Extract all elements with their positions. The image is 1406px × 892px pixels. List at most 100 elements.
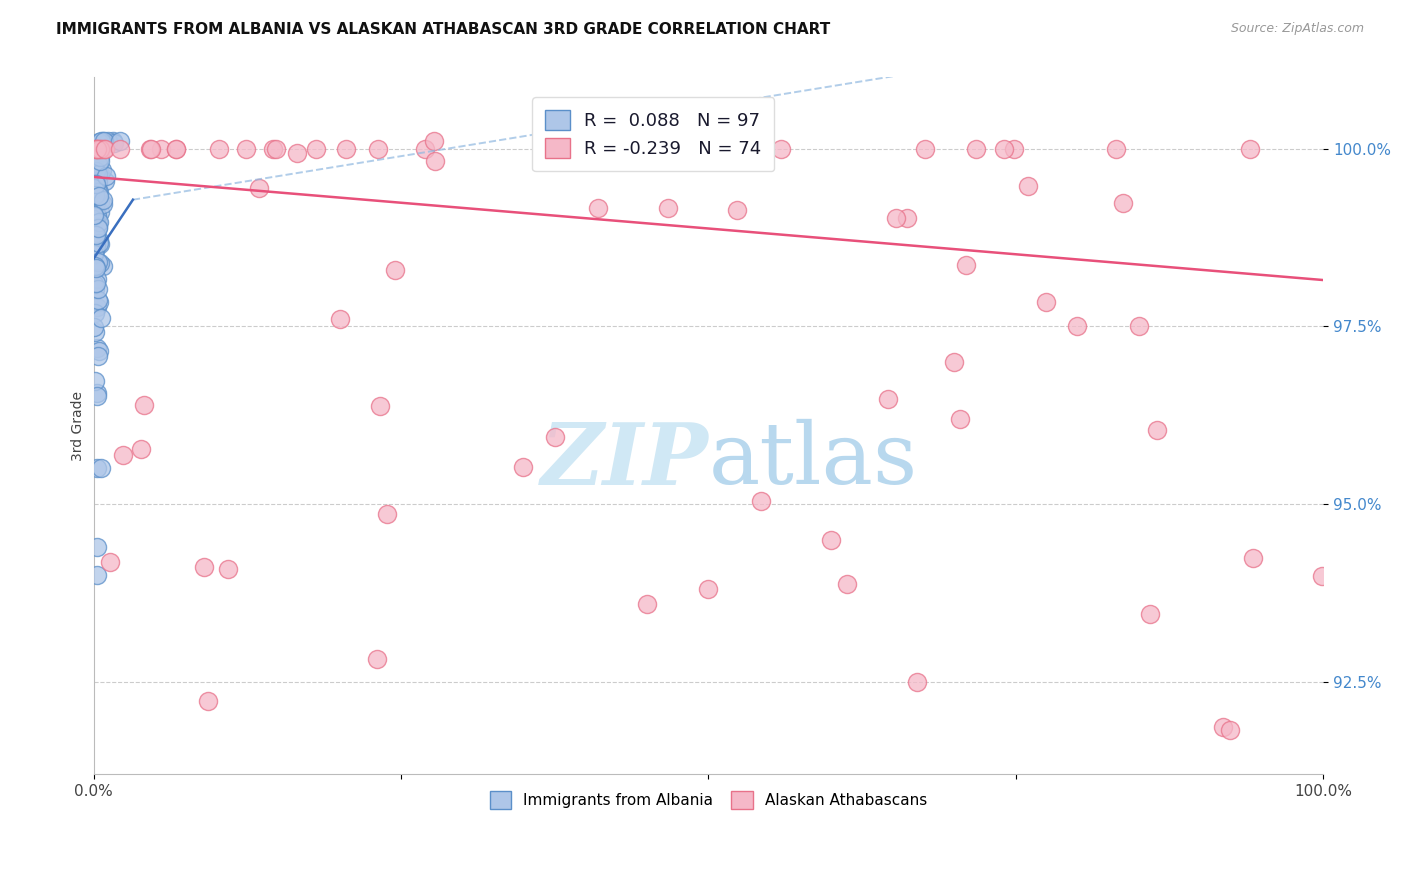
Point <box>83 247 105 261</box>
Point <box>512 459 534 474</box>
Point <box>139 142 162 156</box>
Point <box>1139 607 1161 621</box>
Point <box>89 167 111 181</box>
Point <box>820 533 842 547</box>
Point <box>87 141 110 155</box>
Point <box>423 135 446 149</box>
Point <box>1212 720 1234 734</box>
Point <box>83 227 105 241</box>
Point <box>949 412 972 426</box>
Point <box>876 392 898 406</box>
Point <box>83 177 105 191</box>
Point <box>366 651 388 665</box>
Point <box>835 577 858 591</box>
Point <box>83 210 105 224</box>
Point <box>84 374 107 388</box>
Point <box>943 355 966 369</box>
Point <box>1239 142 1261 156</box>
Point <box>375 507 398 521</box>
Point <box>544 430 567 444</box>
Point <box>83 239 105 253</box>
Point <box>93 135 115 149</box>
Point <box>83 320 105 334</box>
Point <box>84 229 107 244</box>
Point <box>87 156 110 170</box>
Point <box>87 185 110 199</box>
Text: ZIP: ZIP <box>540 419 709 502</box>
Point <box>965 142 987 156</box>
Point <box>907 674 929 689</box>
Point <box>86 388 108 402</box>
Point <box>84 194 107 209</box>
Point <box>86 220 108 235</box>
Point <box>749 493 772 508</box>
Point <box>90 461 112 475</box>
Point <box>83 282 105 296</box>
Point <box>93 135 115 149</box>
Point <box>1112 196 1135 211</box>
Point <box>84 239 107 253</box>
Point <box>84 204 107 219</box>
Point <box>83 178 105 192</box>
Text: Source: ZipAtlas.com: Source: ZipAtlas.com <box>1230 22 1364 36</box>
Point <box>89 153 111 168</box>
Point <box>86 211 108 226</box>
Point <box>84 178 107 192</box>
Point <box>83 208 105 222</box>
Point <box>87 136 110 150</box>
Point <box>1128 319 1150 334</box>
Point <box>84 195 107 210</box>
Point <box>86 568 108 582</box>
Point <box>423 153 446 168</box>
Point <box>83 188 105 202</box>
Point <box>108 142 131 156</box>
Point <box>305 142 328 156</box>
Point <box>89 236 111 251</box>
Point <box>914 142 936 156</box>
Point <box>413 142 436 156</box>
Point <box>86 386 108 401</box>
Point <box>367 142 389 156</box>
Point <box>89 215 111 229</box>
Point <box>108 135 131 149</box>
Point <box>1241 551 1264 566</box>
Point <box>725 203 748 218</box>
Point <box>86 282 108 296</box>
Point <box>89 343 111 358</box>
Point <box>197 694 219 708</box>
Point <box>657 202 679 216</box>
Point <box>217 561 239 575</box>
Point <box>328 312 350 326</box>
Point <box>87 349 110 363</box>
Point <box>112 448 135 462</box>
Point <box>83 181 105 195</box>
Point <box>84 325 107 339</box>
Point <box>86 186 108 200</box>
Point <box>86 300 108 314</box>
Point <box>1310 569 1333 583</box>
Point <box>87 215 110 229</box>
Point <box>1002 142 1025 156</box>
Point <box>97 135 120 149</box>
Point <box>87 156 110 170</box>
Point <box>86 342 108 356</box>
Point <box>150 142 173 156</box>
Point <box>87 294 110 309</box>
Point <box>101 135 124 149</box>
Point <box>884 211 907 226</box>
Point <box>132 398 155 412</box>
Point <box>89 142 111 156</box>
Point <box>98 555 121 569</box>
Point <box>84 277 107 291</box>
Point <box>129 442 152 457</box>
Point <box>84 211 107 226</box>
Point <box>84 142 107 156</box>
Point <box>84 227 107 241</box>
Point <box>1146 423 1168 437</box>
Point <box>896 211 918 225</box>
Point <box>1035 295 1057 310</box>
Text: atlas: atlas <box>709 419 918 502</box>
Point <box>335 142 357 156</box>
Point <box>84 198 107 212</box>
Point <box>86 272 108 286</box>
